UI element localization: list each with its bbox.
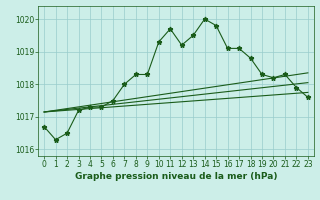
X-axis label: Graphe pression niveau de la mer (hPa): Graphe pression niveau de la mer (hPa) <box>75 172 277 181</box>
